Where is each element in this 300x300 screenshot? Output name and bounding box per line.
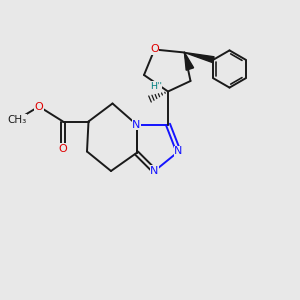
Polygon shape xyxy=(184,52,214,63)
Polygon shape xyxy=(184,52,194,70)
Text: N: N xyxy=(150,166,159,176)
Text: O: O xyxy=(34,101,43,112)
Text: O: O xyxy=(58,143,68,154)
Text: CH₃: CH₃ xyxy=(7,115,26,125)
Text: N: N xyxy=(132,119,141,130)
Text: N: N xyxy=(174,146,183,157)
Text: O: O xyxy=(150,44,159,55)
Text: H'': H'' xyxy=(150,82,162,91)
